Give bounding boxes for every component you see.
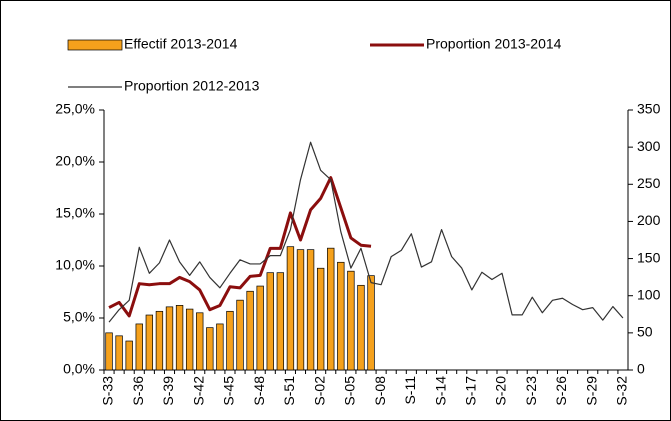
bar xyxy=(155,310,164,371)
bar xyxy=(276,272,285,371)
x-tick-label: S-32 xyxy=(614,376,630,406)
bar xyxy=(236,299,244,371)
bar xyxy=(165,306,174,371)
y2-tick-label: 300 xyxy=(637,138,661,154)
x-tick-label: S-45 xyxy=(221,376,237,406)
line xyxy=(108,176,372,318)
bar xyxy=(216,323,224,371)
x-tick-label: S-05 xyxy=(342,376,358,406)
x-tick-label: S-20 xyxy=(493,376,509,406)
bar xyxy=(175,305,184,371)
x-tick-label: S-26 xyxy=(553,376,569,406)
x-tick-label: S-36 xyxy=(130,376,146,406)
bar xyxy=(185,308,194,371)
y2-tick-label: 200 xyxy=(637,212,661,228)
x-tick-label: S-08 xyxy=(372,376,388,406)
bar xyxy=(266,272,274,371)
bar xyxy=(306,249,315,371)
x-tick-label: S-02 xyxy=(311,376,327,406)
legend-label: Proportion 2013-2014 xyxy=(426,36,562,52)
y-tick-label: 25,0% xyxy=(55,101,95,117)
line xyxy=(108,141,624,323)
x-tick-label: S-14 xyxy=(432,376,448,406)
y-tick-label: 15,0% xyxy=(55,205,95,221)
bar xyxy=(347,270,355,371)
bar xyxy=(286,246,295,371)
y2-tick-label: 150 xyxy=(637,249,661,265)
x-tick-label: S-33 xyxy=(100,376,116,406)
y-tick-label: 5,0% xyxy=(63,309,95,325)
bar xyxy=(226,310,234,371)
bar xyxy=(337,261,345,371)
y2-tick-label: 100 xyxy=(637,286,661,302)
x-tick-label: S-48 xyxy=(251,376,267,406)
bar xyxy=(316,267,325,371)
legend-label: Proportion 2012-2013 xyxy=(124,78,260,94)
bar xyxy=(206,327,214,371)
y-tick-label: 0,0% xyxy=(63,361,95,377)
x-tick-label: S-29 xyxy=(583,376,599,406)
bar xyxy=(125,340,133,371)
x-tick-label: S-17 xyxy=(463,376,479,406)
bar xyxy=(196,312,204,371)
bar xyxy=(246,290,254,371)
y2-tick-label: 50 xyxy=(637,324,653,340)
y2-tick-label: 0 xyxy=(637,361,645,377)
x-tick-label: S-23 xyxy=(523,376,539,406)
bar xyxy=(357,284,365,371)
legend-swatch xyxy=(67,39,123,51)
bar xyxy=(327,247,335,371)
bar xyxy=(367,275,375,371)
x-tick-label: S-11 xyxy=(402,376,418,405)
y2-tick-label: 250 xyxy=(637,175,661,191)
legend-label: Effectif 2013-2014 xyxy=(124,36,238,52)
y-tick-label: 10,0% xyxy=(55,257,95,273)
bar xyxy=(105,332,113,371)
x-tick-label: S-51 xyxy=(281,376,297,406)
bar xyxy=(145,314,154,371)
bar xyxy=(135,323,143,371)
y2-tick-label: 350 xyxy=(637,101,661,117)
x-tick-label: S-42 xyxy=(190,376,206,406)
x-tick-label: S-39 xyxy=(160,376,176,406)
y-tick-label: 20,0% xyxy=(55,153,95,169)
bar xyxy=(296,249,305,371)
bar xyxy=(256,285,264,371)
bar xyxy=(115,335,123,371)
